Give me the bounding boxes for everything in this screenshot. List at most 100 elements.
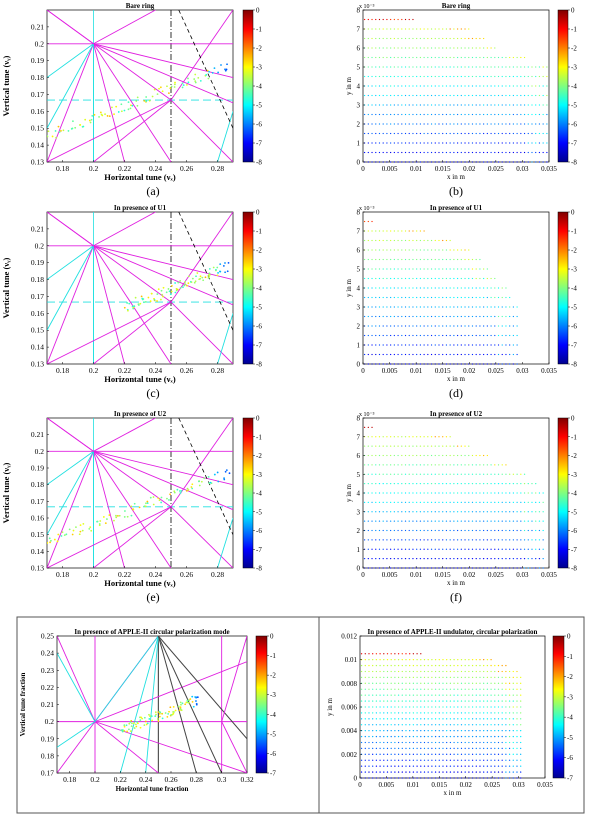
aperture-point bbox=[412, 700, 415, 702]
aperture-point bbox=[360, 688, 363, 690]
aperture-point bbox=[442, 759, 444, 761]
aperture-point bbox=[430, 142, 433, 144]
aperture-points bbox=[360, 653, 522, 779]
y-tick-label: 0.18 bbox=[41, 751, 54, 760]
aperture-point bbox=[427, 104, 429, 106]
aperture-point bbox=[397, 664, 400, 667]
tune-point bbox=[113, 113, 115, 116]
aperture-point bbox=[386, 520, 388, 522]
tune-point bbox=[145, 96, 148, 98]
aperture-point bbox=[468, 66, 470, 68]
aperture-point bbox=[367, 239, 369, 242]
aperture-point bbox=[523, 113, 526, 116]
aperture-point bbox=[419, 123, 422, 125]
aperture-point bbox=[460, 454, 462, 457]
aperture-point bbox=[371, 239, 373, 242]
aperture-point bbox=[453, 258, 455, 261]
aperture-point bbox=[389, 230, 392, 232]
aperture-point bbox=[401, 142, 403, 144]
aperture-point bbox=[490, 659, 492, 661]
aperture-point bbox=[486, 730, 489, 732]
aperture-point bbox=[468, 753, 470, 755]
aperture-point bbox=[456, 258, 459, 261]
tune-point bbox=[128, 728, 130, 731]
aperture-point bbox=[427, 539, 429, 541]
colorbar-tick-label: -2 bbox=[571, 247, 577, 255]
aperture-point bbox=[405, 724, 407, 726]
aperture-point bbox=[486, 306, 489, 308]
aperture-point bbox=[449, 28, 451, 30]
colorbar-h: 0-1-2-3-4-5-6-7 bbox=[552, 633, 573, 783]
aperture-point bbox=[449, 747, 452, 750]
resonance-line bbox=[217, 111, 233, 162]
aperture-point bbox=[520, 492, 522, 494]
aperture-point bbox=[386, 539, 388, 541]
aperture-point bbox=[486, 557, 489, 560]
aperture-point bbox=[505, 473, 507, 475]
tune-point bbox=[104, 113, 106, 116]
aperture-point bbox=[438, 325, 440, 327]
aperture-point bbox=[405, 653, 407, 655]
aperture-point bbox=[423, 75, 425, 78]
aperture-point bbox=[409, 730, 411, 732]
aperture-point bbox=[393, 287, 396, 289]
aperture-point bbox=[486, 315, 489, 318]
aperture-point bbox=[501, 296, 503, 299]
aperture-point bbox=[456, 325, 459, 327]
aperture-point bbox=[412, 56, 414, 59]
aperture-point bbox=[383, 694, 385, 696]
bottom-frame bbox=[16, 616, 585, 814]
aperture-point bbox=[479, 113, 481, 116]
colorbar-tick-label: -7 bbox=[256, 546, 262, 554]
aperture-point bbox=[378, 501, 381, 504]
tune-point bbox=[156, 93, 159, 96]
aperture-point bbox=[468, 700, 470, 702]
aperture-point bbox=[486, 56, 489, 59]
tune-point bbox=[161, 712, 164, 715]
aperture-point bbox=[401, 529, 403, 532]
aperture-point bbox=[535, 104, 537, 106]
aperture-point bbox=[509, 306, 511, 308]
aperture-point bbox=[427, 268, 429, 270]
aperture-point bbox=[520, 520, 522, 522]
aperture-point bbox=[475, 85, 477, 87]
aperture-point bbox=[453, 712, 455, 714]
aperture-point bbox=[375, 315, 377, 318]
aperture-point bbox=[372, 747, 374, 750]
aperture-point bbox=[371, 37, 373, 40]
aperture-point bbox=[453, 47, 455, 49]
aperture-point bbox=[367, 132, 369, 135]
aperture-point bbox=[494, 694, 496, 696]
aperture-point bbox=[423, 659, 426, 661]
aperture-point bbox=[516, 132, 518, 135]
aperture-point bbox=[363, 113, 366, 116]
aperture-point bbox=[501, 363, 503, 365]
aperture-point bbox=[419, 56, 422, 59]
aperture-point bbox=[501, 539, 503, 541]
tune-point bbox=[224, 271, 227, 274]
aperture-point bbox=[394, 653, 396, 655]
tune-point bbox=[167, 288, 170, 290]
aperture-point bbox=[367, 296, 369, 299]
aperture-point bbox=[393, 325, 396, 327]
tune-point bbox=[81, 529, 84, 532]
aperture-point bbox=[497, 501, 500, 504]
aperture-point bbox=[367, 151, 369, 154]
aperture-point bbox=[393, 520, 396, 522]
aperture-point bbox=[389, 363, 392, 365]
aperture-point bbox=[464, 539, 466, 541]
aperture-point bbox=[486, 765, 489, 767]
aperture-point bbox=[456, 28, 459, 30]
aperture-point bbox=[482, 37, 485, 40]
aperture-point bbox=[471, 706, 474, 708]
aperture-point bbox=[479, 325, 481, 327]
aperture-point bbox=[434, 473, 436, 475]
x-tick-label: 0.03 bbox=[516, 367, 529, 375]
aperture-point bbox=[412, 676, 415, 679]
aperture-point bbox=[479, 94, 481, 97]
tune-point bbox=[228, 472, 231, 475]
aperture-point bbox=[416, 741, 418, 744]
x-tick-label: 0.22 bbox=[114, 775, 127, 784]
aperture-point bbox=[375, 492, 377, 494]
aperture-point bbox=[401, 104, 403, 106]
